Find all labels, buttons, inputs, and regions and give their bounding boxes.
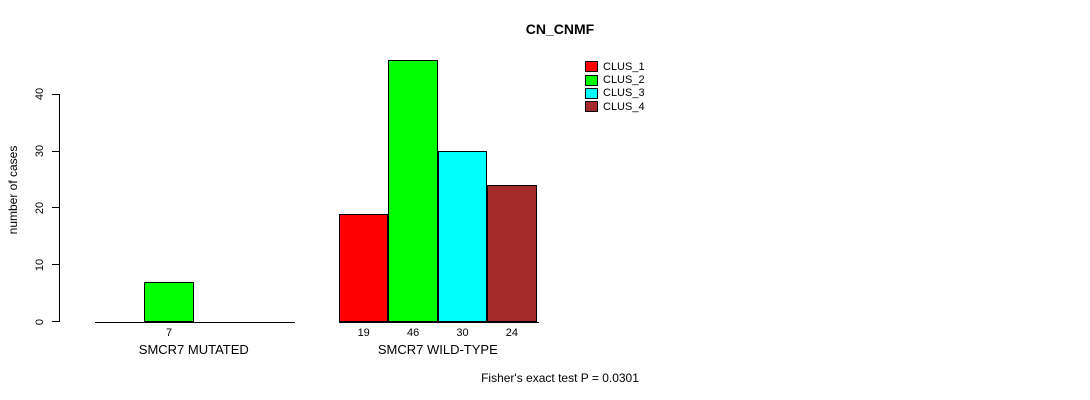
legend-label: CLUS_2 bbox=[603, 74, 645, 87]
group-label: SMCR7 WILD-TYPE bbox=[377, 341, 498, 357]
legend-swatch-icon bbox=[585, 61, 598, 73]
bar-value-label: 46 bbox=[406, 326, 420, 339]
fisher-test-annotation: Fisher's exact test P = 0.0301 bbox=[481, 371, 639, 385]
y-axis-tick-label: 0 bbox=[34, 318, 46, 325]
legend-swatch-icon bbox=[585, 101, 598, 113]
bar-clus_4 bbox=[487, 185, 537, 323]
y-axis-tick bbox=[52, 207, 59, 209]
y-axis-line bbox=[59, 94, 60, 322]
group-label: SMCR7 MUTATED bbox=[138, 341, 249, 357]
y-axis-tick-label: 10 bbox=[34, 258, 46, 271]
bar-clus_3 bbox=[437, 151, 488, 323]
bar-clus_2 bbox=[144, 281, 194, 323]
legend-item-clus_4: CLUS_4 bbox=[585, 100, 645, 113]
bar-value-label: 24 bbox=[505, 326, 519, 339]
y-axis-label: number of cases bbox=[6, 145, 20, 235]
bar-value-label: 7 bbox=[166, 326, 173, 339]
legend: CLUS_1 CLUS_2 CLUS_3 CLUS_4 bbox=[585, 60, 645, 114]
bar-value-label: 19 bbox=[357, 326, 370, 339]
y-axis-tick bbox=[52, 150, 59, 152]
bar-clus_1 bbox=[339, 213, 389, 323]
chart-title: CN_CNMF bbox=[525, 21, 595, 37]
y-axis-tick bbox=[52, 321, 59, 322]
y-axis-tick-label: 40 bbox=[34, 88, 46, 101]
group-baseline bbox=[95, 321, 295, 323]
legend-swatch-icon bbox=[585, 74, 598, 86]
legend-item-clus_3: CLUS_3 bbox=[585, 87, 645, 100]
legend-swatch-icon bbox=[585, 87, 598, 99]
y-axis-tick bbox=[52, 264, 59, 266]
legend-label: CLUS_3 bbox=[603, 87, 645, 100]
bar-clus_2 bbox=[388, 60, 438, 323]
legend-label: CLUS_1 bbox=[603, 60, 645, 73]
legend-item-clus_1: CLUS_1 bbox=[585, 60, 645, 73]
y-axis-tick-label: 20 bbox=[34, 201, 46, 215]
y-axis-tick bbox=[52, 93, 59, 95]
legend-item-clus_2: CLUS_2 bbox=[585, 73, 645, 86]
legend-label: CLUS_4 bbox=[603, 100, 645, 113]
bar-value-label: 30 bbox=[456, 326, 469, 339]
y-axis-tick-label: 30 bbox=[34, 145, 46, 158]
